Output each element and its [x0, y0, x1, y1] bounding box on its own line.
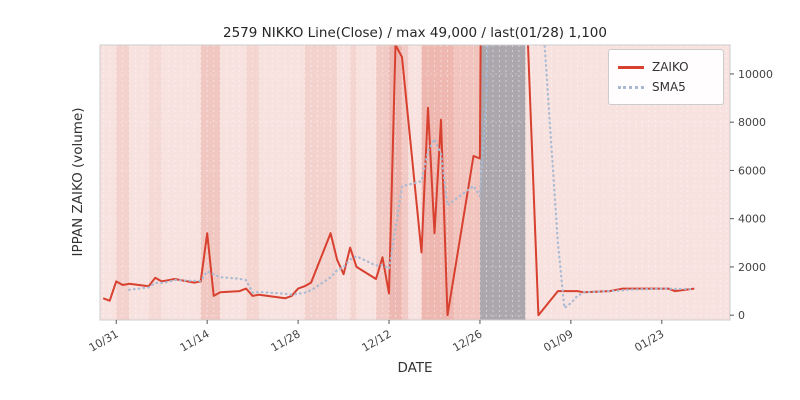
sma5-line-sample-icon: [618, 85, 644, 89]
x-tick-label: 01/23: [632, 327, 666, 354]
y-tick-label: 10000: [738, 68, 773, 81]
legend-item-sma5: SMA5: [618, 77, 714, 97]
band: [116, 45, 130, 320]
y-tick-label: 8000: [738, 116, 766, 129]
x-axis-label: DATE: [397, 360, 433, 376]
x-tick-label: 11/28: [269, 327, 303, 354]
zaiko-line: [102, 45, 695, 317]
sma5-line: [128, 45, 696, 309]
band: [148, 45, 162, 320]
x-tick-label: 01/09: [541, 327, 575, 354]
y-tick-label: 6000: [738, 164, 766, 177]
band: [350, 45, 357, 320]
x-axis-ticks: 10/31 11/14 11/28 12/12 12/26 01/09 01/23: [87, 320, 666, 354]
x-tick-label: 12/12: [360, 327, 394, 354]
legend: ZAIKO SMA5: [608, 49, 724, 105]
y-tick-label: 0: [738, 309, 745, 322]
plot-border: [99, 44, 731, 321]
legend-label-zaiko: ZAIKO: [652, 60, 689, 74]
zaiko-line-sample-icon: [618, 65, 644, 69]
band: [200, 45, 221, 320]
chart-title: 2579 NIKKO Line(Close) / max 49,000 / la…: [223, 25, 607, 41]
band: [246, 45, 260, 320]
y-tick-label: 4000: [738, 213, 766, 226]
background-bands: [116, 45, 526, 320]
x-tick-label: 11/14: [178, 327, 212, 354]
legend-label-sma5: SMA5: [652, 80, 686, 94]
y-tick-label: 2000: [738, 261, 766, 274]
band: [304, 45, 338, 320]
band: [389, 45, 403, 320]
x-tick-label: 12/26: [450, 327, 484, 354]
x-tick-label: 10/31: [87, 327, 121, 354]
legend-item-zaiko: ZAIKO: [618, 57, 714, 77]
y-axis-ticks: 0 2000 4000 6000 8000 10000: [730, 68, 773, 322]
